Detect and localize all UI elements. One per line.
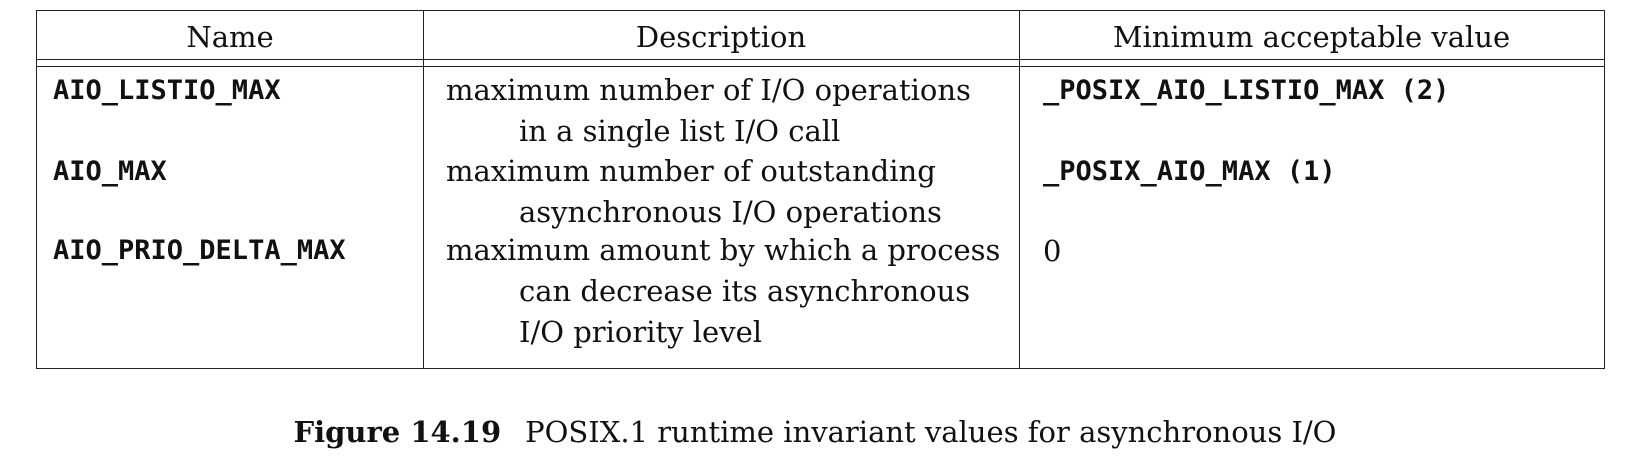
row-2-description-line-2: asynchronous I/O operations: [519, 195, 942, 229]
row-2-min-value: _POSIX_AIO_MAX (1): [1043, 156, 1336, 187]
header-rule-bottom: [37, 66, 1604, 67]
row-3-name: AIO_PRIO_DELTA_MAX: [53, 235, 346, 266]
header-min-value: Minimum acceptable value: [1112, 20, 1511, 54]
row-2-name: AIO_MAX: [53, 156, 167, 187]
column-divider-2: [1019, 11, 1020, 368]
header-name: Name: [186, 20, 274, 54]
limits-table: Name Description Minimum acceptable valu…: [36, 10, 1605, 369]
row-1-description: maximum number of I/O operations in a si…: [446, 70, 971, 152]
figure-caption: Figure 14.19 POSIX.1 runtime invariant va…: [0, 412, 1630, 452]
row-1-description-line-1: maximum number of I/O operations: [446, 73, 971, 107]
row-3-description-line-2: can decrease its asynchronous: [519, 274, 971, 308]
row-3-description-line-3: I/O priority level: [519, 315, 763, 349]
header-description: Description: [635, 20, 807, 54]
figure-caption-text: POSIX.1 runtime invariant values for asy…: [525, 415, 1337, 449]
row-1-name: AIO_LISTIO_MAX: [53, 75, 281, 106]
row-3-min-value: 0: [1043, 234, 1062, 268]
row-1-description-line-2: in a single list I/O call: [519, 114, 841, 148]
column-divider-1: [423, 11, 424, 368]
header-rule-top: [37, 59, 1604, 60]
row-3-description-line-1: maximum amount by which a process: [446, 233, 1001, 267]
figure-number: Figure 14.19: [293, 415, 502, 449]
row-1-min-value: _POSIX_AIO_LISTIO_MAX (2): [1043, 75, 1450, 106]
row-2-description-line-1: maximum number of outstanding: [446, 154, 936, 188]
row-2-description: maximum number of outstanding asynchrono…: [446, 151, 942, 233]
row-3-description: maximum amount by which a process can de…: [446, 230, 1000, 353]
